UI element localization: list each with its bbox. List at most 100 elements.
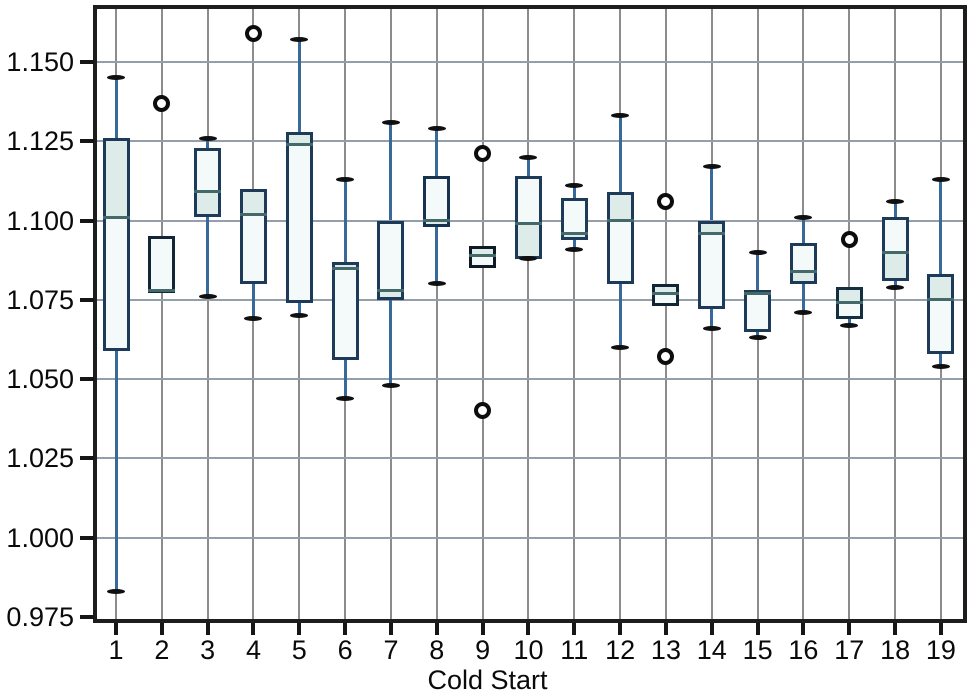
whisker-cap-lower: [931, 363, 950, 369]
whisker-line-lower: [343, 360, 347, 399]
plot-frame: [93, 5, 967, 623]
y-axis-tick-label: 1.150: [6, 46, 74, 77]
whisker-line-upper: [114, 77, 118, 139]
x-axis-tick-label: 10: [513, 635, 544, 665]
x-axis-tick-label: 2: [154, 635, 170, 665]
whisker-line-lower: [435, 226, 439, 284]
whisker-cap-upper: [198, 135, 217, 141]
whisker-cap-upper: [427, 126, 446, 131]
median-line: [239, 212, 267, 216]
outlier-point: [657, 348, 675, 366]
gridline-vertical: [527, 9, 530, 619]
whisker-line-lower: [893, 280, 897, 288]
box-median-band: [838, 290, 860, 302]
whisker-cap-lower: [794, 309, 813, 315]
x-axis-tick: [526, 623, 531, 635]
whisker-line-upper: [893, 201, 897, 218]
y-axis-tick: [80, 297, 94, 302]
box-median-band: [197, 192, 219, 215]
x-axis-tick: [159, 623, 164, 635]
median-line: [560, 231, 588, 235]
box-median-band: [517, 224, 539, 256]
gridline-horizontal: [97, 378, 963, 381]
x-axis-tick-label: 7: [383, 635, 399, 665]
whisker-cap-lower: [840, 322, 859, 328]
whisker-line-upper: [572, 185, 576, 199]
median-line: [377, 288, 405, 292]
outlier-point: [153, 94, 171, 112]
box-median-band: [563, 234, 585, 237]
y-axis-tick-label: 1.125: [6, 126, 74, 157]
whisker-cap-upper: [381, 119, 400, 125]
x-axis-tick: [755, 623, 760, 635]
outlier-point: [840, 231, 858, 249]
whisker-cap-lower: [290, 313, 309, 319]
median-line: [423, 219, 451, 222]
outlier-point: [474, 145, 492, 163]
gridline-horizontal: [97, 60, 963, 63]
median-line: [652, 291, 680, 295]
median-line: [789, 269, 817, 273]
box-median-band: [655, 286, 677, 293]
x-axis-tick: [251, 623, 256, 635]
box-iqr: [377, 220, 405, 300]
whisker-line-upper: [939, 179, 943, 275]
y-axis-tick: [80, 218, 94, 223]
whisker-line-lower: [847, 318, 851, 326]
x-axis-tick-label: 15: [742, 635, 773, 665]
box-iqr: [744, 290, 772, 332]
box-iqr: [423, 176, 451, 227]
whisker-line-upper: [526, 157, 530, 177]
whisker-line-upper: [435, 128, 439, 177]
x-axis-tick: [938, 623, 943, 635]
gridline-vertical: [481, 9, 484, 619]
whisker-cap-lower: [748, 335, 767, 341]
outlier-point: [657, 192, 675, 210]
whisker-cap-lower: [519, 256, 538, 262]
whisker-cap-upper: [336, 176, 355, 182]
whisker-line-upper: [343, 179, 347, 262]
gridline-vertical: [206, 9, 209, 619]
x-axis-title: Cold Start: [427, 665, 548, 695]
x-axis-tick-label: 3: [200, 635, 216, 665]
y-axis-tick-label: 0.975: [6, 602, 74, 632]
median-line: [698, 231, 726, 235]
box-median-band: [105, 141, 127, 217]
outlier-point: [244, 24, 262, 42]
gridline-vertical: [664, 9, 667, 619]
whisker-line-lower: [572, 239, 576, 250]
x-axis-tick: [893, 623, 898, 635]
y-axis-tick: [80, 139, 94, 144]
whisker-line-upper: [297, 39, 301, 132]
x-axis-tick: [847, 623, 852, 635]
x-axis-tick-label: 6: [337, 635, 353, 665]
gridline-vertical: [435, 9, 438, 619]
median-line: [881, 250, 909, 254]
whisker-line-lower: [618, 283, 622, 348]
median-line: [469, 253, 497, 257]
x-axis-tick-label: 11: [560, 635, 589, 665]
box-median-band: [930, 277, 952, 299]
x-axis-tick-label: 8: [429, 635, 445, 665]
whisker-cap-upper: [794, 214, 813, 220]
whisker-line-lower: [756, 331, 760, 338]
gridline-horizontal: [97, 298, 963, 301]
box-median-band: [380, 291, 402, 297]
whisker-cap-lower: [886, 284, 905, 290]
x-axis-tick-label: 14: [696, 635, 727, 665]
box-median-band: [884, 253, 906, 278]
x-axis-tick-label: 9: [475, 635, 491, 665]
whisker-line-lower: [297, 302, 301, 316]
gridline-horizontal: [97, 457, 963, 460]
x-axis-tick: [709, 623, 714, 635]
whisker-line-lower: [801, 283, 805, 313]
whisker-cap-upper: [931, 176, 950, 182]
x-axis-tick: [480, 623, 485, 635]
whisker-cap-upper: [702, 164, 721, 170]
x-axis-tick: [205, 623, 210, 635]
box-iqr: [148, 236, 176, 294]
x-axis-tick: [801, 623, 806, 635]
whisker-cap-lower: [702, 325, 721, 331]
y-axis-tick: [80, 59, 94, 64]
